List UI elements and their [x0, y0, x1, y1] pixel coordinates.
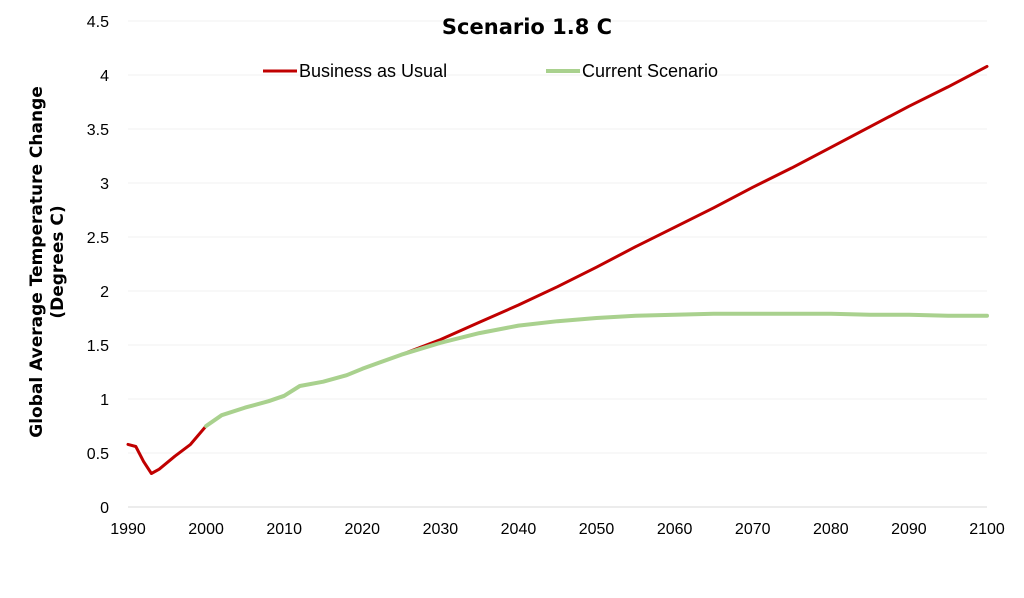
y-axis-title-line-1: Global Average Temperature Change [27, 86, 47, 438]
x-tick-label: 2090 [891, 521, 927, 538]
y-tick-label: 0.5 [87, 446, 109, 463]
x-tick-label: 2010 [266, 521, 302, 538]
y-tick-label: 2.5 [87, 230, 109, 247]
y-tick-label: 4 [100, 68, 109, 85]
y-tick-label: 4.5 [87, 14, 109, 31]
y-axis-title-line-2: (Degrees C) [48, 205, 68, 318]
legend-label-business-as-usual: Business as Usual [299, 61, 447, 81]
legend-label-current-scenario: Current Scenario [582, 61, 718, 81]
y-tick-label: 2 [100, 284, 109, 301]
x-tick-label: 2100 [969, 521, 1005, 538]
y-tick-label: 3.5 [87, 122, 109, 139]
series-line-current-scenario [204, 311, 989, 428]
y-tick-label: 0 [100, 500, 109, 517]
x-tick-label: 2080 [813, 521, 849, 538]
series-line-business-as-usual [126, 64, 989, 475]
x-tick-label: 2020 [344, 521, 380, 538]
legend: Business as Usual Current Scenario [263, 61, 718, 81]
y-axis-ticks: 0 0.5 1 1.5 2 2.5 3 3.5 4 4.5 [87, 14, 109, 517]
gridlines [128, 20, 987, 454]
x-tick-label: 2040 [501, 521, 537, 538]
series-lines [126, 64, 989, 475]
y-tick-label: 1 [100, 392, 109, 409]
y-tick-label: 1.5 [87, 338, 109, 355]
x-tick-label: 2050 [579, 521, 615, 538]
x-tick-label: 2070 [735, 521, 771, 538]
chart-title: Scenario 1.8 C [442, 15, 612, 39]
x-tick-label: 2000 [188, 521, 224, 538]
x-axis-ticks: 1990 2000 2010 2020 2030 2040 2050 2060 2070 2080… [110, 521, 1005, 538]
y-tick-label: 3 [100, 176, 109, 193]
x-tick-label: 1990 [110, 521, 146, 538]
x-tick-label: 2060 [657, 521, 693, 538]
x-tick-label: 2030 [423, 521, 459, 538]
